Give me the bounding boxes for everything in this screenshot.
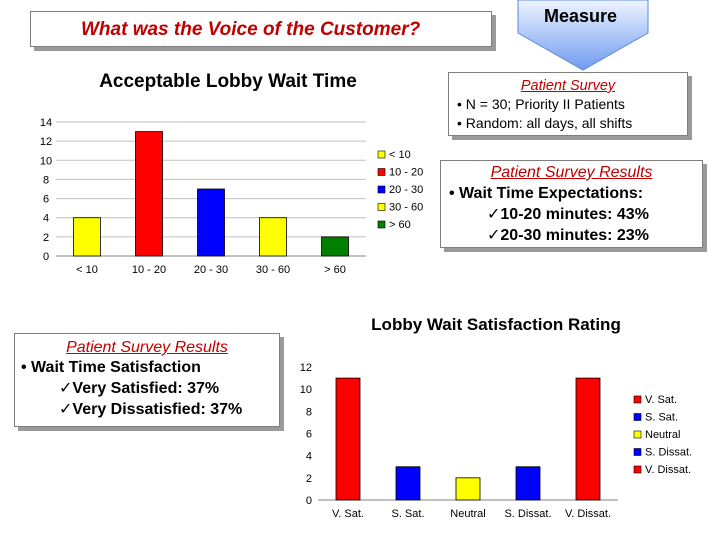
y-tick-label: 4 (43, 213, 49, 225)
legend-label: < 10 (389, 149, 411, 161)
chart-title: Acceptable Lobby Wait Time (99, 71, 357, 92)
bar (135, 131, 163, 257)
legend-label: S. Sat. (645, 412, 678, 424)
y-tick-label: 0 (306, 495, 312, 507)
survey-info-title: Patient Survey (520, 78, 616, 94)
wait-results-box: Patient Survey Results • Wait Time Expec… (440, 160, 703, 248)
legend-swatch (633, 430, 642, 439)
bar (395, 466, 421, 501)
y-tick-label: 2 (43, 232, 49, 244)
y-tick-label: 14 (40, 117, 52, 129)
legend-label: V. Sat. (645, 394, 677, 406)
legend-swatch (377, 185, 386, 194)
y-tick-label: 0 (43, 251, 49, 263)
legend-label: 20 - 30 (389, 184, 423, 196)
bar (335, 377, 361, 501)
x-tick-label: 30 - 60 (256, 264, 290, 276)
bar (575, 377, 601, 501)
wait-results-line: • Wait Time Expectations: (449, 185, 644, 202)
y-tick-label: 8 (43, 174, 49, 186)
legend-swatch (377, 220, 386, 229)
page-title: What was the Voice of the Customer? (81, 19, 421, 40)
legend-swatch (377, 203, 386, 211)
y-tick-label: 12 (300, 362, 312, 374)
chart-title: Lobby Wait Satisfaction Rating (371, 315, 621, 334)
satisfaction-chart: Lobby Wait Satisfaction Rating 0 2 4 6 8 10 12 V… (300, 315, 692, 520)
bar (455, 477, 481, 501)
bar (197, 188, 225, 257)
y-tick-label: 6 (43, 194, 49, 206)
survey-info-box: Patient Survey • N = 30; Priority II Pat… (448, 72, 688, 136)
x-tick-label: V. Dissat. (565, 508, 611, 520)
bar (515, 466, 541, 501)
x-tick-label: V. Sat. (332, 508, 364, 520)
survey-info-line: • Random: all days, all shifts (457, 115, 633, 131)
legend-label: > 60 (389, 219, 411, 231)
wait-results-title: Patient Survey Results (490, 164, 653, 181)
legend-swatch (633, 395, 642, 404)
measure-label: Measure (543, 6, 618, 26)
title-box: What was the Voice of the Customer? (30, 11, 492, 47)
x-tick-label: < 10 (76, 264, 98, 276)
x-tick-label: > 60 (324, 264, 346, 276)
measure-arrow: Measure (508, 0, 658, 72)
wait-results-line: ✓20-30 minutes: 23% (487, 227, 649, 244)
measure-arrow-shape (517, 0, 649, 71)
legend-swatch (633, 465, 642, 474)
legend-label: 30 - 60 (389, 202, 423, 214)
y-tick-label: 2 (306, 473, 312, 485)
x-tick-label: Neutral (450, 508, 485, 520)
y-tick-label: 8 (306, 406, 312, 418)
y-tick-label: 10 (40, 155, 52, 167)
satisfaction-results-line: • Wait Time Satisfaction (21, 359, 201, 376)
legend-swatch (377, 168, 386, 176)
wait-results-line: ✓10-20 minutes: 43% (487, 206, 649, 223)
bar (73, 217, 101, 257)
survey-info-line: • N = 30; Priority II Patients (457, 96, 625, 112)
y-tick-label: 6 (306, 429, 312, 441)
legend-label: Neutral (645, 429, 680, 441)
wait-time-chart: Acceptable Lobby Wait Time 0 2 4 6 8 10 12 14 < 1… (40, 71, 423, 276)
x-tick-label: 10 - 20 (132, 264, 166, 276)
legend-swatch (377, 150, 386, 159)
satisfaction-results-line: ✓Very Satisfied: 37% (59, 380, 220, 397)
satisfaction-results-title: Patient Survey Results (66, 339, 228, 356)
y-tick-label: 4 (306, 451, 312, 463)
bar (321, 236, 349, 257)
legend-swatch (633, 448, 642, 456)
y-tick-label: 12 (40, 136, 52, 148)
x-tick-label: S. Dissat. (504, 508, 551, 520)
legend-swatch (633, 413, 642, 421)
x-tick-label: 20 - 30 (194, 264, 228, 276)
x-tick-label: S. Sat. (391, 508, 424, 520)
bar (259, 217, 287, 257)
legend-label: 10 - 20 (389, 167, 423, 179)
legend-label: V. Dissat. (645, 464, 691, 476)
satisfaction-results-box: Patient Survey Results • Wait Time Satis… (14, 333, 280, 427)
legend-label: S. Dissat. (645, 447, 692, 459)
satisfaction-results-line: ✓Very Dissatisfied: 37% (59, 401, 243, 418)
y-tick-label: 10 (300, 384, 312, 396)
